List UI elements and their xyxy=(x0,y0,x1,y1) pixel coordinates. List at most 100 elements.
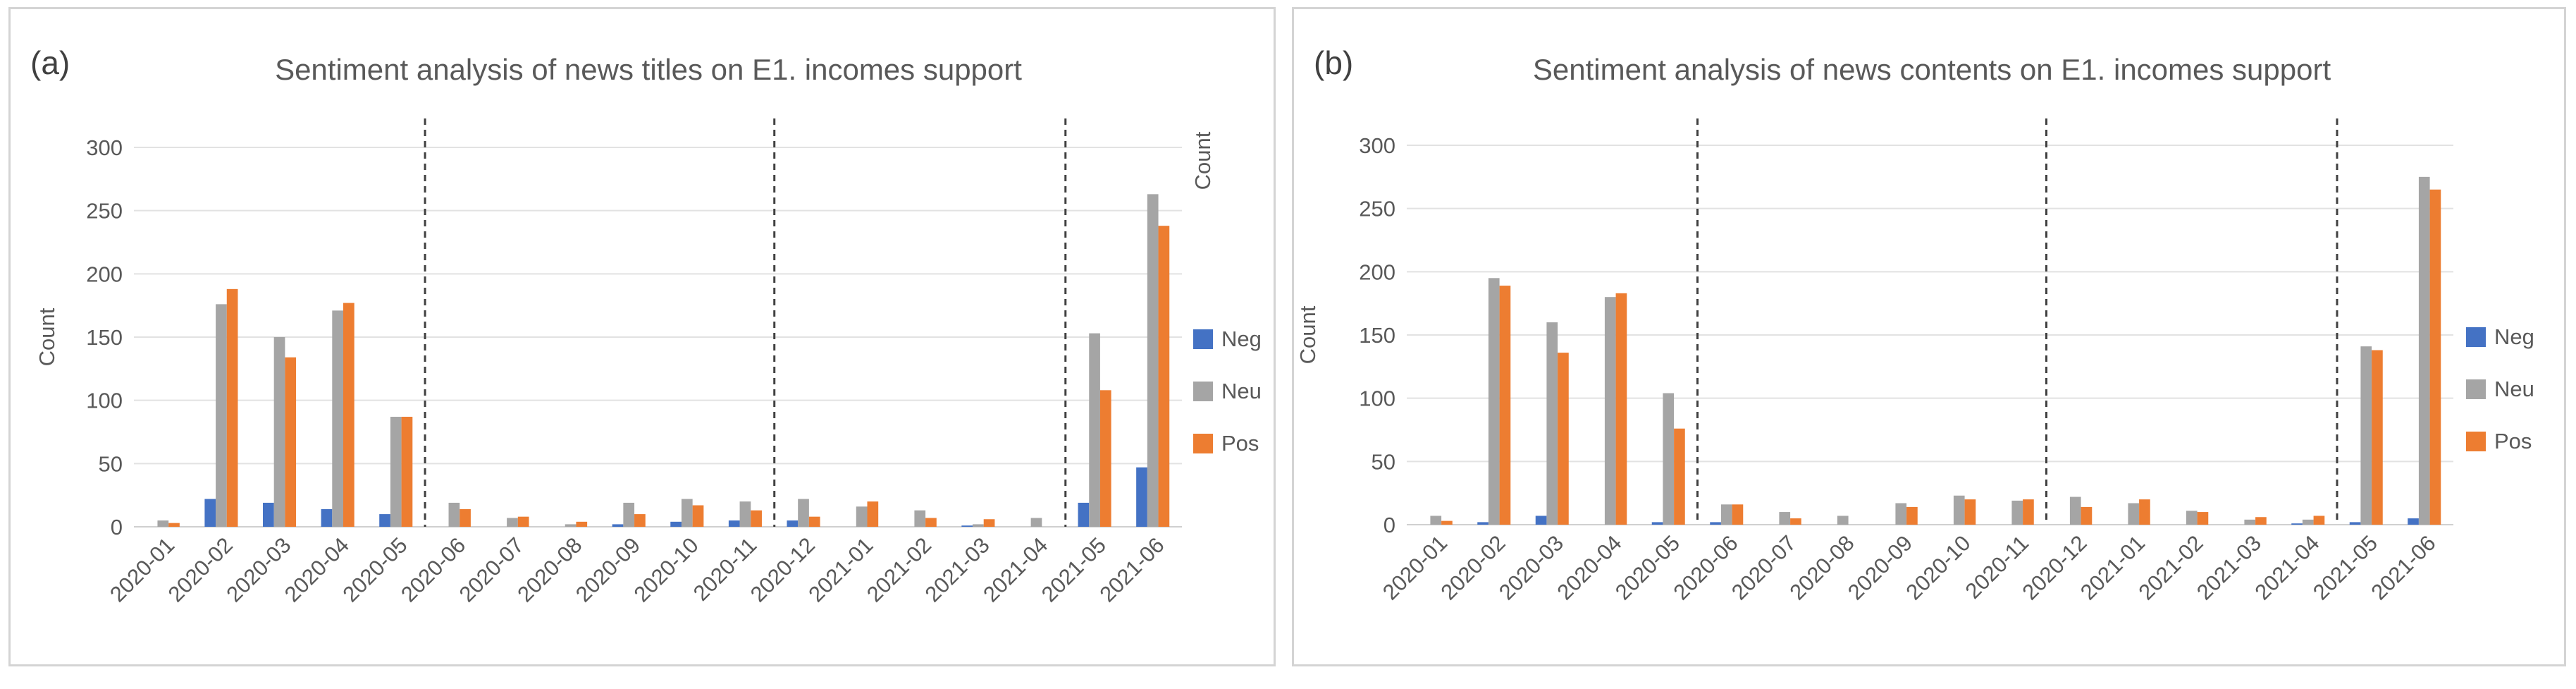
x-tick-label: 2020-12 xyxy=(746,532,820,606)
x-tick-label: 2020-08 xyxy=(1785,530,1859,604)
bar-neu-2020-03 xyxy=(273,337,285,527)
bar-pos-2020-09 xyxy=(634,514,646,527)
bar-pos-2020-03 xyxy=(285,357,297,527)
bar-pos-2020-05 xyxy=(1674,428,1685,525)
chart-title: Sentiment analysis of news titles on E1.… xyxy=(275,53,1022,86)
bar-neg-2020-05 xyxy=(1651,522,1663,525)
x-tick-label: 2020-08 xyxy=(512,532,586,606)
bar-neg-2020-04 xyxy=(321,508,333,527)
x-tick-label: 2021-05 xyxy=(2308,530,2382,604)
y-tick-label: 250 xyxy=(1359,197,1395,221)
bar-pos-2021-01 xyxy=(867,501,879,527)
bar-neu-2020-08 xyxy=(565,524,577,527)
bar-pos-2021-01 xyxy=(2139,499,2150,525)
bar-neg-2020-03 xyxy=(1535,516,1547,525)
bar-neg-2020-02 xyxy=(204,499,216,527)
legend-label-pos: Pos xyxy=(2494,429,2532,453)
panel-label: (b) xyxy=(1314,44,1353,81)
x-tick-label: 2020-07 xyxy=(1727,530,1801,604)
bar-neu-2021-04 xyxy=(1030,518,1042,527)
x-tick-label: 2020-02 xyxy=(164,532,238,606)
bar-neu-2020-06 xyxy=(1720,504,1732,525)
bar-pos-2020-11 xyxy=(2023,499,2034,525)
x-tick-label: 2020-06 xyxy=(1668,530,1742,604)
bar-neu-2020-01 xyxy=(1430,516,1442,525)
bar-pos-2021-04 xyxy=(2313,516,2325,525)
x-tick-label: 2020-09 xyxy=(1843,530,1917,604)
x-tick-label: 2020-03 xyxy=(221,532,295,606)
bar-pos-2021-06 xyxy=(1158,226,1170,527)
bar-neu-2021-05 xyxy=(2360,346,2372,525)
panel-label: (a) xyxy=(30,44,70,81)
x-tick-label: 2020-12 xyxy=(2017,530,2091,604)
x-tick-label: 2021-03 xyxy=(920,532,994,606)
y-tick-label: 300 xyxy=(1359,133,1395,158)
bar-pos-2021-05 xyxy=(1099,390,1111,527)
chart-title: Sentiment analysis of news contents on E… xyxy=(1533,53,2331,86)
chart-svg-a: (a) Sentiment analysis of news titles on … xyxy=(30,44,1262,606)
bar-neu-2020-08 xyxy=(1837,516,1849,525)
legend-swatch-neu xyxy=(2466,379,2486,399)
bar-neu-2020-12 xyxy=(2069,496,2081,525)
x-tick-label: 2020-05 xyxy=(1610,530,1684,604)
bar-neu-2020-07 xyxy=(507,518,518,527)
legend-label-neg: Neg xyxy=(1221,327,1262,351)
bar-pos-2020-04 xyxy=(343,303,355,527)
bar-pos-2020-10 xyxy=(692,505,704,527)
bar-pos-2020-05 xyxy=(401,416,413,527)
y-tick-label: 250 xyxy=(86,199,123,224)
bar-pos-2021-03 xyxy=(2255,517,2267,525)
bar-pos-2021-06 xyxy=(2429,189,2441,525)
bar-neu-2021-06 xyxy=(1147,194,1159,527)
bar-pos-2021-02 xyxy=(2197,512,2209,525)
bar-neu-2021-02 xyxy=(2186,511,2198,525)
x-tick-label: 2020-04 xyxy=(280,532,354,606)
bar-neu-2020-05 xyxy=(1663,393,1675,525)
x-tick-label: 2021-04 xyxy=(2250,530,2324,604)
bar-pos-2020-07 xyxy=(1790,518,1801,525)
bar-neg-2021-03 xyxy=(961,525,973,527)
x-tick-label: 2020-01 xyxy=(105,532,179,606)
y-axis-label: Count xyxy=(1295,305,1320,364)
x-tick-label: 2020-03 xyxy=(1494,530,1568,604)
bar-neu-2020-03 xyxy=(1546,322,1558,525)
bar-neg-2020-11 xyxy=(728,520,740,527)
y-tick-label: 150 xyxy=(86,325,123,350)
legend-label-neg: Neg xyxy=(2494,324,2534,349)
bar-neg-2020-05 xyxy=(379,514,390,527)
bar-neu-2020-04 xyxy=(1604,297,1616,525)
bar-neu-2020-04 xyxy=(332,310,343,527)
x-tick-label: 2020-06 xyxy=(396,532,470,606)
legend-label-neu: Neu xyxy=(1221,379,1262,403)
bar-neu-2020-11 xyxy=(2011,500,2023,525)
y-tick-label: 50 xyxy=(1372,449,1395,474)
y-tick-label: 300 xyxy=(86,135,123,160)
right-axis-label: Count xyxy=(1190,131,1215,190)
x-tick-label: 2021-04 xyxy=(978,532,1052,606)
bar-pos-2020-01 xyxy=(168,523,180,527)
bar-neu-2020-06 xyxy=(448,502,460,527)
bar-neu-2020-12 xyxy=(798,499,809,527)
bar-neu-2021-06 xyxy=(2418,176,2430,525)
bar-neu-2021-03 xyxy=(973,524,984,527)
bar-neu-2020-02 xyxy=(1488,278,1500,525)
y-tick-label: 200 xyxy=(1359,260,1395,284)
x-tick-label: 2021-01 xyxy=(2076,530,2150,604)
bar-neg-2020-09 xyxy=(612,524,624,527)
bar-neg-2020-06 xyxy=(1710,522,1721,525)
y-tick-label: 50 xyxy=(99,451,123,476)
bar-pos-2020-08 xyxy=(576,521,588,527)
bar-neu-2021-02 xyxy=(914,510,926,527)
bar-pos-2021-05 xyxy=(2372,350,2383,525)
bar-neu-2021-03 xyxy=(2244,519,2256,525)
bar-pos-2021-02 xyxy=(925,518,937,527)
y-tick-label: 100 xyxy=(1359,386,1395,411)
x-tick-label: 2020-07 xyxy=(455,532,529,606)
x-tick-label: 2021-02 xyxy=(2133,530,2207,604)
bar-pos-2020-02 xyxy=(1499,286,1511,525)
bar-pos-2020-10 xyxy=(1964,499,1976,525)
x-tick-label: 2021-01 xyxy=(803,532,877,606)
legend-swatch-pos xyxy=(2466,432,2486,451)
bar-pos-2020-01 xyxy=(1441,520,1453,525)
bar-neg-2021-06 xyxy=(2408,518,2419,525)
